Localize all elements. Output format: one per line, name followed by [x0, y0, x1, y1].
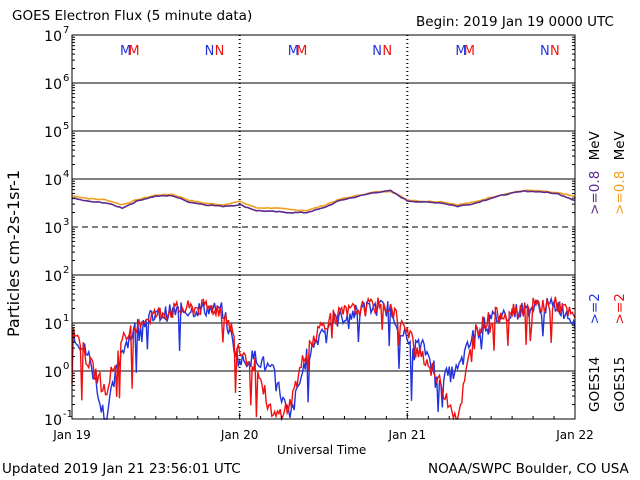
legend-goes15: GOES15 >=2 >=0.8 MeV — [612, 131, 628, 412]
legend-goes15-unit: MeV — [612, 131, 628, 161]
orbit-marker: N — [540, 44, 550, 59]
y-tick-exponent: 1 — [63, 313, 69, 324]
y-tick-label: 10 — [44, 77, 62, 93]
x-tick-label: Jan 19 — [52, 428, 91, 442]
y-tick-label: 10 — [44, 173, 62, 189]
orbit-marker: N — [372, 44, 382, 59]
y-tick-label: 10 — [44, 317, 62, 333]
y-tick-exponent: 3 — [63, 217, 69, 228]
legend-goes14-low: >=0.8 — [587, 170, 603, 215]
updated-time: Updated 2019 Jan 21 23:56:01 UTC — [2, 461, 241, 477]
chart-title: GOES Electron Flux (5 minute data) — [12, 8, 253, 24]
series-line-1 — [71, 189, 576, 214]
orbit-marker: M — [288, 44, 299, 59]
orbit-marker: N — [205, 44, 215, 59]
credit: NOAA/SWPC Boulder, CO USA — [428, 461, 629, 477]
y-tick-exponent: 4 — [63, 169, 69, 180]
day-lines — [238, 35, 409, 419]
x-tick-label: Jan 21 — [388, 428, 427, 442]
x-tick-label: Jan 20 — [220, 428, 259, 442]
y-tick-label: 10 — [44, 29, 62, 45]
y-tick-exponent: 0 — [63, 361, 69, 372]
series-line-2 — [71, 296, 576, 420]
legend-goes15-high: >=2 — [612, 293, 628, 325]
legend-goes14-unit: MeV — [587, 131, 603, 161]
orbit-marker: N — [215, 44, 225, 59]
x-tick-label: Jan 22 — [555, 428, 594, 442]
y-tick-label: 10 — [44, 221, 62, 237]
orbit-marker: M — [296, 44, 307, 59]
series-line-3 — [71, 296, 576, 422]
grid-layer — [72, 34, 575, 420]
legend-goes14-label: GOES14 — [587, 356, 603, 412]
orbit-marker: N — [550, 44, 560, 59]
orbit-marker: N — [382, 44, 392, 59]
y-tick-exponent: 2 — [63, 265, 69, 276]
marker-layer: MM N N MM N N MM N N — [120, 44, 560, 59]
y-tick-exponent: 6 — [63, 73, 69, 84]
orbit-marker: M — [120, 44, 131, 59]
series-layer — [71, 189, 576, 422]
y-axis-label-text: Particles cm-2s-1sr-1 — [4, 169, 23, 337]
legend-goes14: GOES14 >=2 >=0.8 MeV — [587, 131, 603, 412]
legend-goes15-label: GOES15 — [612, 356, 628, 412]
legend-goes14-high: >=2 — [587, 293, 603, 325]
y-tick-label: 10 — [44, 365, 62, 381]
orbit-marker: M — [464, 44, 475, 59]
legend-goes15-low: >=0.8 — [612, 170, 628, 215]
y-tick-label: 10 — [44, 269, 62, 285]
y-axis-title: Particles cm-2s-1sr-1 — [4, 170, 23, 337]
orbit-marker: M — [128, 44, 139, 59]
y-tick-label: 10 — [44, 125, 62, 141]
y-tick-exponent: -1 — [63, 409, 73, 420]
y-tick-exponent: 5 — [63, 121, 69, 132]
y-tick-label: 10 — [44, 413, 62, 429]
y-tick-exponent: 7 — [63, 25, 69, 36]
orbit-marker: M — [455, 44, 466, 59]
begin-time: Begin: 2019 Jan 19 0000 UTC — [416, 14, 614, 30]
x-axis-title: Universal Time — [277, 443, 367, 457]
